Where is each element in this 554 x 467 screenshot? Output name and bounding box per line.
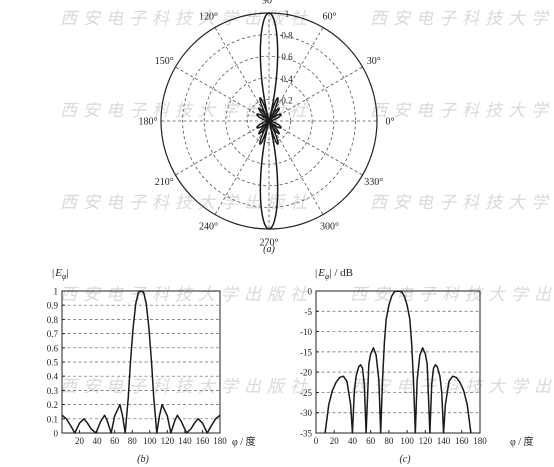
c-ytick-label: -20: [300, 368, 312, 378]
polar-angle-label: 300°: [320, 221, 339, 232]
b-xtick-label: 20: [75, 436, 85, 446]
b-ytick-label: 1: [54, 287, 59, 297]
polar-angle-label: 120°: [199, 12, 218, 23]
caption-c: (c): [399, 454, 411, 465]
polar-angle-label: 150°: [155, 56, 174, 67]
watermark-text-9: 西安电子科技大学出版社: [60, 377, 313, 397]
plot-c-grid: [316, 310, 480, 414]
polar-angle-labels: 0° 30° 60° 90° 120° 150° 180° 210° 240° 270° 300° 3…: [139, 0, 395, 249]
polar-angle-label: 90°: [262, 0, 276, 7]
polar-radial-ticks: 0.2 0.4 0.6 0.8 1: [281, 9, 293, 105]
plot-c-ylabel: |Eφ| / dB: [315, 267, 353, 281]
c-xtick-label: 100: [400, 436, 414, 446]
b-xtick-label: 160: [196, 436, 210, 446]
polar-radial-tick: 0.6: [281, 52, 293, 62]
c-xtick-label: 160: [455, 436, 469, 446]
plot-c-curve: [324, 290, 472, 434]
plot-c-frame: [315, 290, 481, 434]
polar-spoke-300: [268, 120, 324, 215]
polar-ring-1: [225, 77, 313, 165]
b-ytick-label: 0.8: [47, 315, 59, 325]
c-ytick-label: 0: [308, 287, 313, 297]
c-ytick-label: -30: [300, 408, 312, 418]
watermark-text-1: 西安电子科技大学出版社: [60, 9, 313, 29]
polar-spoke-240: [214, 120, 270, 215]
polar-angle-label: 30°: [367, 56, 381, 67]
b-ytick-label: 0.9: [47, 301, 59, 311]
c-ytick-label: -25: [300, 388, 312, 398]
c-xtick-label: 40: [348, 436, 358, 446]
plot-c-ticks: 0-5-10-15-20-25-30-350 20 40 60 80 100 120 140 1…: [300, 287, 487, 447]
polar-spoke-330: [268, 120, 363, 176]
polar-spoke-30: [268, 66, 363, 122]
b-ytick-label: 0.4: [47, 372, 59, 382]
caption-a: (a): [263, 244, 275, 255]
polar-radial-tick: 1: [285, 9, 290, 19]
polar-spoke-60: [268, 27, 324, 122]
polar-angle-label: 0°: [386, 117, 395, 128]
c-xtick-label: 80: [384, 436, 394, 446]
polar-spoke-150: [175, 66, 270, 122]
polar-angle-label: 330°: [364, 177, 383, 188]
polar-radial-tick: 0.8: [281, 31, 293, 41]
b-xtick-label: 140: [178, 436, 192, 446]
db-magnitude-plot: 0-5-10-15-20-25-30-350 20 40 60 80 100 120 140 1…: [300, 267, 534, 465]
b-xtick-label: 180: [213, 436, 227, 446]
polar-spoke-120: [214, 27, 270, 122]
b-ytick-label: 0.7: [47, 329, 59, 339]
polar-ring-0: [246, 99, 291, 144]
b-ytick-label: 0: [54, 429, 59, 439]
c-ytick-label: -5: [305, 307, 313, 317]
polar-ring-3: [182, 34, 356, 208]
b-xtick-label: 100: [143, 436, 157, 446]
watermark-text-6: 西安电子科技大学出版社: [370, 193, 554, 213]
plot-c-xlabel: φ / 度: [510, 435, 534, 448]
b-xtick-label: 120: [161, 436, 175, 446]
c-ytick-label: -35: [300, 429, 312, 439]
c-xtick-label: 120: [419, 436, 433, 446]
c-xtick-label: 180: [473, 436, 487, 446]
b-xtick-label: 80: [128, 436, 138, 446]
plot-b-xlabel: φ / 度: [232, 435, 256, 448]
polar-pattern-curve: [256, 12, 282, 230]
watermark-layer: 西安电子科技大学出版社 西安电子科技大学出版社 西安电子科技大学出版社 西安电子…: [60, 9, 554, 397]
watermark-text-8: 西安电子科技大学出版社: [350, 285, 554, 305]
c-xtick-label: 140: [437, 436, 451, 446]
b-xtick-label: 60: [110, 436, 120, 446]
plot-b-ylabel: |Eφ|: [52, 267, 69, 281]
c-xtick-label: 0: [314, 436, 319, 446]
polar-angle-label: 270°: [260, 238, 279, 249]
plot-b-curve: [61, 290, 221, 434]
watermark-text-5: 西安电子科技大学出版社: [60, 193, 313, 213]
b-ytick-label: 0.6: [47, 343, 59, 353]
c-ytick-label: -10: [300, 327, 312, 337]
b-ytick-label: 0.1: [47, 414, 58, 424]
polar-angle-label: 210°: [155, 177, 174, 188]
polar-radial-tick: 0.4: [281, 74, 293, 84]
c-xtick-label: 20: [330, 436, 340, 446]
polar-angle-label: 240°: [199, 221, 218, 232]
watermark-text-10: 西安电子科技大学出版社: [350, 377, 554, 397]
polar-plot: 0° 30° 60° 90° 120° 150° 180° 210° 240° 270° 300° 3…: [139, 0, 395, 255]
c-ytick-label: -15: [300, 347, 312, 357]
caption-b: (b): [137, 454, 149, 465]
watermark-text-7: 西安电子科技大学出版社: [60, 285, 313, 305]
watermark-text-4: 西安电子科技大学出版社: [370, 101, 554, 121]
watermark-text-2: 西安电子科技大学出版社: [370, 9, 554, 29]
polar-angle-label: 180°: [139, 117, 158, 128]
polar-spoke-210: [175, 120, 270, 176]
polar-radial-tick: 0.2: [281, 95, 292, 105]
c-xtick-label: 60: [366, 436, 376, 446]
polar-ring-2: [203, 55, 335, 187]
plot-b-grid: [62, 304, 220, 420]
b-ytick-label: 0.2: [47, 400, 58, 410]
b-xtick-label: 40: [93, 436, 103, 446]
b-ytick-label: 0.3: [47, 386, 59, 396]
polar-angle-label: 60°: [323, 12, 337, 23]
b-ytick-label: 0.5: [47, 358, 59, 368]
